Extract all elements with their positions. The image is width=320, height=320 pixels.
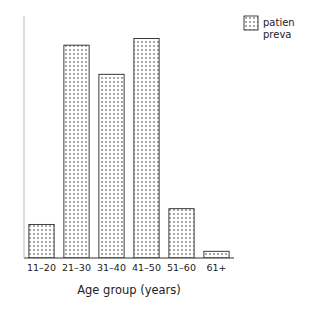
chart: 11–20 21–30 31–40 41–50 51–60 61+ Age group (y…: [0, 0, 320, 320]
x-tick-label: 11–20: [27, 262, 56, 273]
bar: [29, 224, 54, 258]
x-tick-label: 31–40: [97, 262, 126, 273]
bar: [169, 209, 194, 258]
x-tick-label: 51–60: [167, 262, 196, 273]
y-axis: [24, 16, 25, 258]
legend: patienpreva: [244, 16, 295, 40]
x-tick-label: 41–50: [132, 262, 161, 273]
x-axis: [24, 258, 234, 259]
bar: [204, 251, 229, 258]
legend-label: patienpreva: [263, 17, 295, 40]
x-axis-label: Age group (years): [77, 283, 181, 297]
x-tick-label: 21–30: [62, 262, 91, 273]
bar: [64, 45, 89, 258]
x-tick-label: 61+: [206, 262, 226, 273]
bars: [29, 38, 229, 258]
legend-swatch: [244, 16, 258, 30]
bar: [99, 74, 124, 258]
bar: [134, 38, 159, 258]
